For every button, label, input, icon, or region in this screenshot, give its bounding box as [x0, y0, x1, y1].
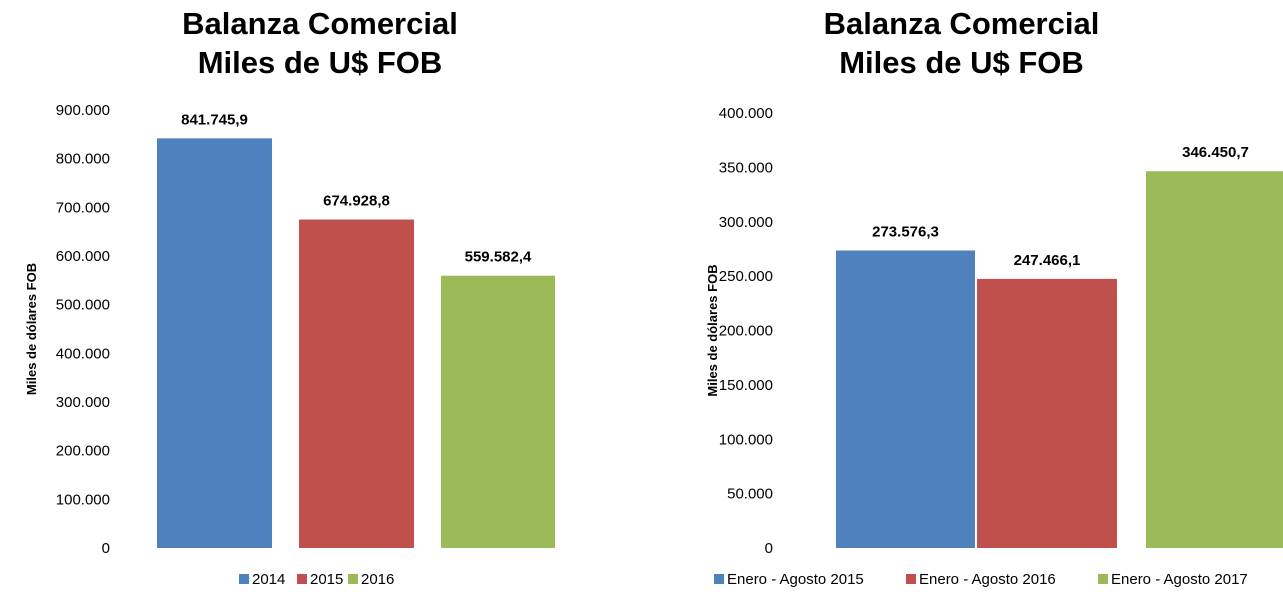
- y-tick-label: 100.000: [56, 491, 110, 508]
- legend-swatch: [239, 574, 249, 584]
- legend-label: 2016: [361, 571, 394, 588]
- chart-right: Balanza Comercial Miles de U$ FOB Miles …: [640, 0, 1283, 597]
- y-tick-label: 700.000: [56, 199, 110, 216]
- bar-chart-svg: Miles de dólares FOB 0 100.000 200.000 300.0…: [24, 102, 555, 588]
- legend-swatch: [348, 574, 358, 584]
- bar: [836, 250, 975, 548]
- y-axis-label: Miles de dólares FOB: [705, 264, 720, 396]
- y-tick-label: 800.000: [56, 151, 110, 168]
- y-tick-label: 300.000: [719, 214, 773, 231]
- y-tick-label: 500.000: [56, 297, 110, 314]
- y-tick-label: 900.000: [56, 102, 110, 119]
- legend-label: 2014: [252, 571, 285, 588]
- chart-title: Balanza Comercial Miles de U$ FOB: [0, 4, 640, 82]
- legend-label: Enero - Agosto 2016: [919, 571, 1056, 588]
- y-tick-label: 0: [102, 540, 110, 557]
- legend-label: Enero - Agosto 2017: [1111, 571, 1248, 588]
- bar: [977, 278, 1117, 548]
- bar: [157, 138, 272, 548]
- y-tick-label: 250.000: [719, 268, 773, 285]
- data-label: 273.576,3: [872, 223, 939, 240]
- legend-swatch: [1098, 574, 1108, 584]
- data-label: 841.745,9: [181, 111, 248, 128]
- legend-swatch: [297, 574, 307, 584]
- chart-title-line-2: Miles de U$ FOB: [839, 45, 1084, 80]
- data-label: 674.928,8: [323, 193, 390, 210]
- y-tick-label: 600.000: [56, 248, 110, 265]
- data-label: 346.450,7: [1182, 144, 1249, 161]
- data-label: 247.466,1: [1014, 252, 1081, 269]
- chart-title-line-1: Balanza Comercial: [823, 6, 1100, 41]
- legend-label: Enero - Agosto 2015: [727, 571, 864, 588]
- y-tick-label: 50.000: [727, 486, 773, 503]
- y-tick-label: 300.000: [56, 394, 110, 411]
- legend-swatch: [714, 574, 724, 584]
- legend-swatch: [906, 574, 916, 584]
- bar: [441, 275, 555, 548]
- chart-title-line-2: Miles de U$ FOB: [197, 45, 443, 80]
- legend-label: 2015: [310, 571, 343, 588]
- y-tick-label: 350.000: [719, 159, 773, 176]
- bar: [1146, 171, 1283, 548]
- y-tick-label: 400.000: [56, 345, 110, 362]
- data-label: 559.582,4: [465, 249, 532, 266]
- y-tick-label: 200.000: [56, 443, 110, 460]
- y-tick-label: 400.000: [719, 105, 773, 122]
- y-tick-label: 150.000: [719, 377, 773, 394]
- y-tick-label: 200.000: [719, 323, 773, 340]
- bar-chart-svg: Miles de dólares FOB 0 50.000 100.000 150.00…: [705, 105, 1283, 588]
- chart-title-line-1: Balanza Comercial: [182, 6, 458, 41]
- bar: [299, 219, 414, 548]
- y-axis-label: Miles de dólares FOB: [24, 263, 39, 395]
- y-tick-label: 0: [765, 540, 773, 557]
- chart-title: Balanza Comercial Miles de U$ FOB: [640, 4, 1283, 82]
- chart-left: Balanza Comercial Miles de U$ FOB Miles …: [0, 0, 640, 597]
- y-tick-label: 100.000: [719, 431, 773, 448]
